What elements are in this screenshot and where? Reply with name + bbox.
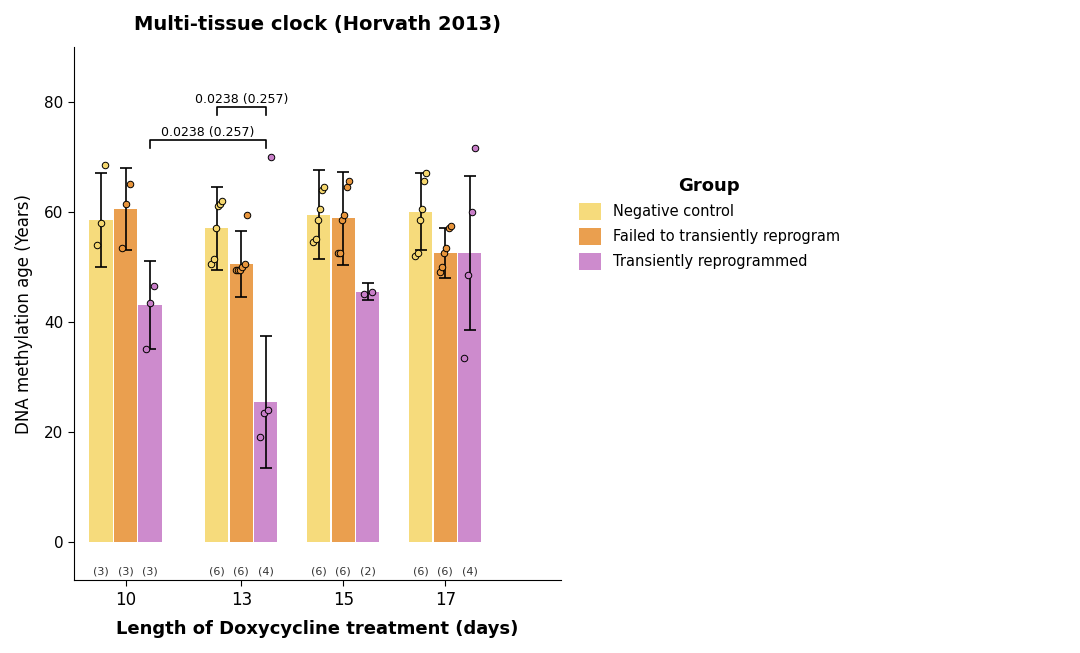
Point [210,201,227,212]
Point [315,182,333,192]
Point [329,247,347,258]
Point [262,151,280,162]
Text: (6): (6) [233,567,249,577]
Point [363,286,380,296]
Point [431,267,448,278]
Point [414,204,431,214]
Text: (6): (6) [437,567,454,577]
Bar [230,264,253,542]
Point [205,253,222,264]
Point [416,176,433,187]
Text: (6): (6) [336,567,351,577]
Point [332,247,349,258]
Text: (3): (3) [143,567,158,577]
Bar [254,402,278,542]
Bar [114,209,137,542]
Bar [356,291,379,542]
Point [340,176,357,187]
Bar [409,212,432,542]
Point [336,210,353,220]
Point [121,179,138,189]
Point [93,217,110,228]
Point [409,247,427,258]
Point [117,199,134,209]
Point [437,242,455,253]
Point [313,185,330,195]
Title: Multi-tissue clock (Horvath 2013): Multi-tissue clock (Horvath 2013) [134,15,501,34]
Bar [458,253,482,542]
Point [212,199,229,209]
Point [442,220,459,231]
Point [309,215,326,225]
Text: (4): (4) [462,567,477,577]
Bar [307,215,330,542]
Text: (4): (4) [258,567,273,577]
Point [459,270,476,280]
Point [141,297,159,308]
Point [433,262,450,272]
Point [207,223,225,234]
Point [229,264,246,275]
Point [255,407,272,418]
Point [113,242,131,253]
Point [203,259,220,269]
Point [338,182,355,192]
Point [463,206,481,217]
Point [146,281,163,291]
Point [407,251,424,261]
Point [435,247,453,258]
Legend: Negative control, Failed to transiently reprogram, Transiently reprogrammed: Negative control, Failed to transiently … [573,171,846,276]
Point [259,405,276,415]
Y-axis label: DNA methylation age (Years): DNA methylation age (Years) [15,193,33,434]
Text: 0.0238 (0.257): 0.0238 (0.257) [194,93,288,106]
Point [456,353,473,363]
Point [96,160,113,170]
Point [214,195,231,206]
Point [311,204,328,214]
Text: (6): (6) [208,567,225,577]
Text: (6): (6) [311,567,326,577]
Bar [434,253,457,542]
Point [231,264,248,275]
Text: (6): (6) [413,567,429,577]
Point [89,240,106,250]
Text: (3): (3) [93,567,109,577]
Point [334,215,351,225]
Point [305,237,322,247]
Bar [138,306,162,542]
Point [355,289,373,300]
Point [238,210,255,220]
Point [440,223,457,234]
Point [467,143,484,153]
Point [233,262,251,272]
Point [418,168,435,178]
Text: (3): (3) [118,567,134,577]
Point [137,344,154,355]
Point [411,215,429,225]
Bar [205,229,228,542]
Point [227,264,244,275]
Point [235,259,253,269]
Point [252,432,269,443]
X-axis label: Length of Doxycycline treatment (days): Length of Doxycycline treatment (days) [117,620,518,638]
Bar [332,218,355,542]
Text: (2): (2) [360,567,376,577]
Bar [90,220,112,542]
Point [307,234,324,244]
Text: 0.0238 (0.257): 0.0238 (0.257) [161,125,255,138]
